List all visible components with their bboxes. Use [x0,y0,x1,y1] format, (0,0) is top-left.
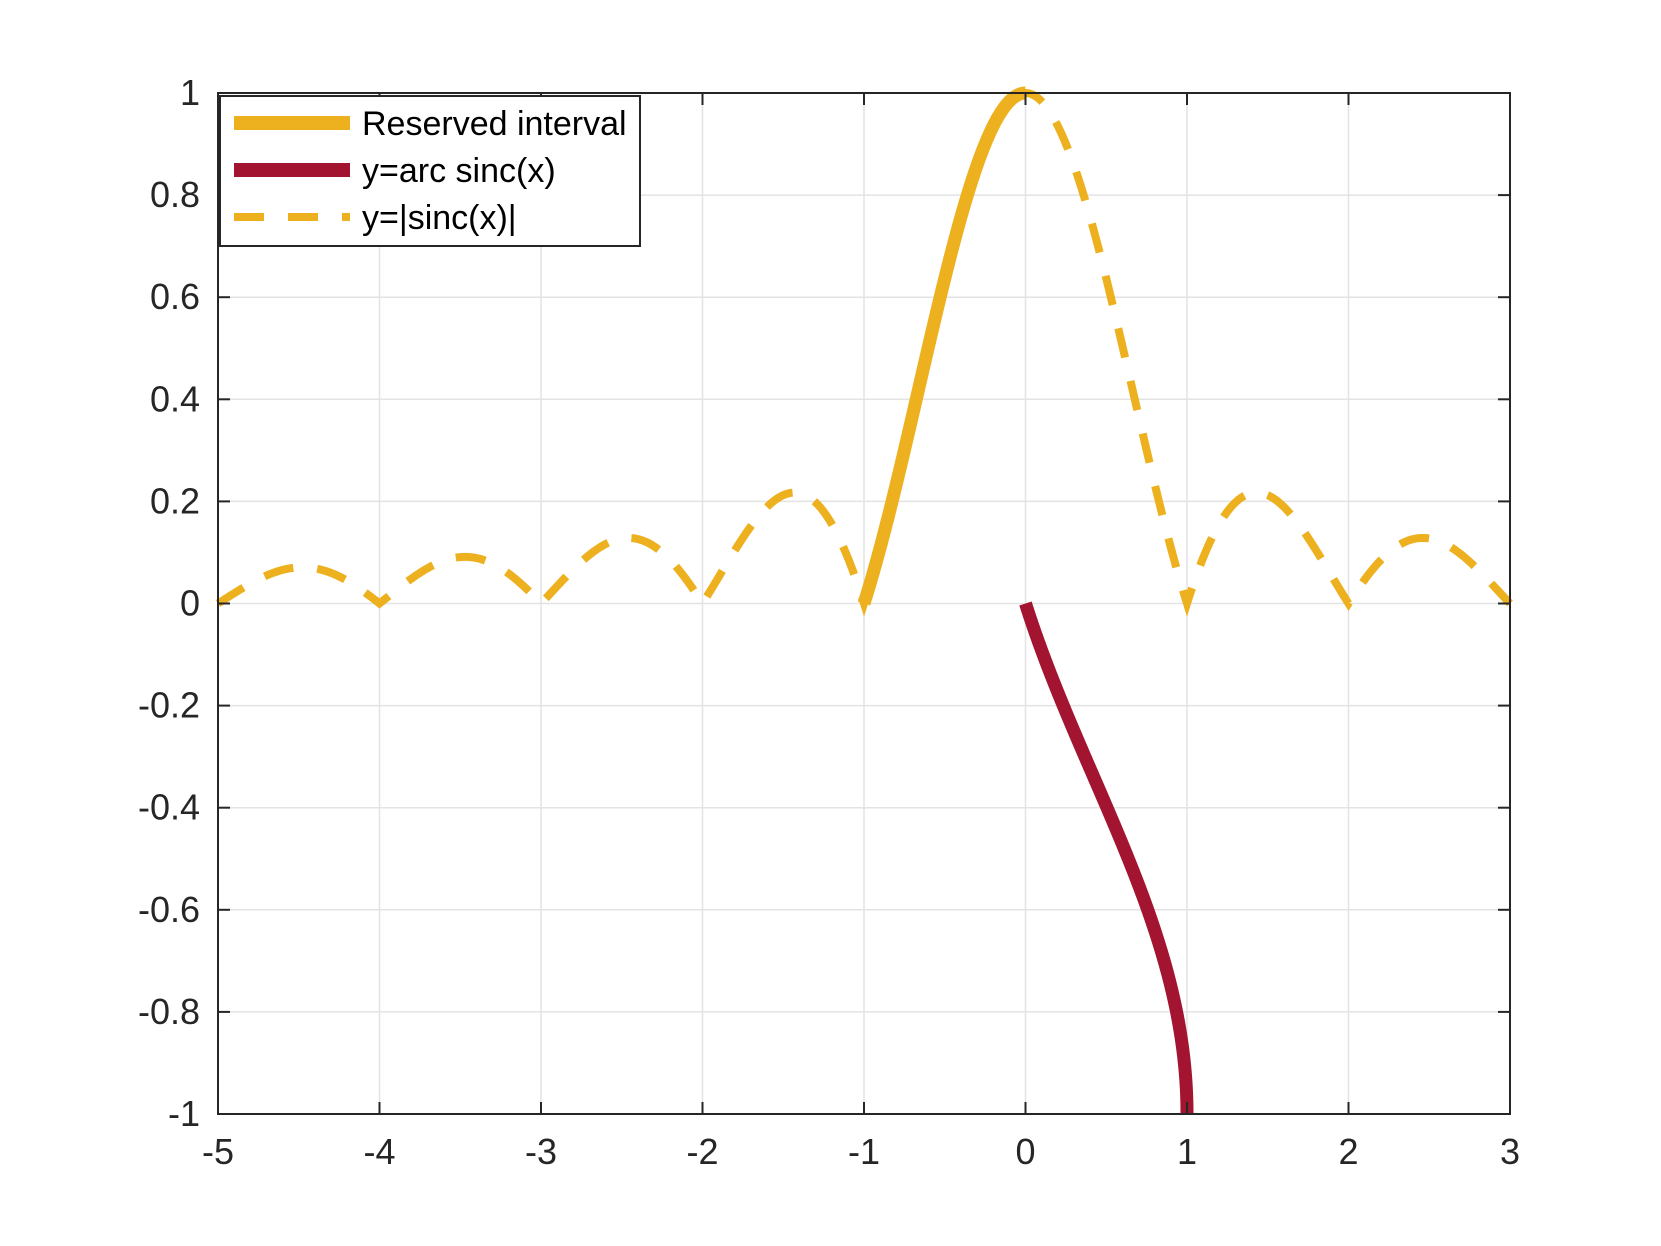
x-tick-label: -3 [525,1131,557,1172]
x-tick-label: 0 [1015,1131,1035,1172]
series-arc-sinc [1019,601,1194,1115]
x-tick-label: -5 [202,1131,234,1172]
tick-labels: -5 -4 -3 -2 -1 0 1 2 3 -1 -0.8 -0.6 -0.4 -0.2 0 0.2 0.4 0… [138,72,1520,1172]
y-tick-label: 0.2 [150,480,200,521]
y-tick-label: -0.6 [138,889,200,930]
y-tick-label: -0.4 [138,787,200,828]
x-tick-label: 1 [1177,1131,1197,1172]
x-tick-label: 3 [1500,1131,1520,1172]
y-tick-label: 0.8 [150,174,200,215]
legend: Reserved interval y=arc sinc(x) y=|sinc(x)… [219,95,641,247]
x-tick-label: -4 [363,1131,395,1172]
x-tick-label: 2 [1338,1131,1358,1172]
legend-label: y=|sinc(x)| [362,199,517,237]
y-tick-label: 0 [180,583,200,624]
y-tick-label: 1 [180,72,200,113]
series-layer [215,86,1513,1115]
y-tick-label: -1 [168,1093,200,1134]
y-tick-label: -0.8 [138,991,200,1032]
y-tick-label: -0.2 [138,685,200,726]
legend-label: Reserved interval [362,105,627,143]
x-tick-label: -2 [686,1131,718,1172]
series-reserved-interval [857,86,1026,606]
x-tick-label: -1 [848,1131,880,1172]
y-tick-label: 0.4 [150,378,200,419]
y-tick-label: 0.6 [150,276,200,317]
legend-label: y=arc sinc(x) [362,152,556,190]
